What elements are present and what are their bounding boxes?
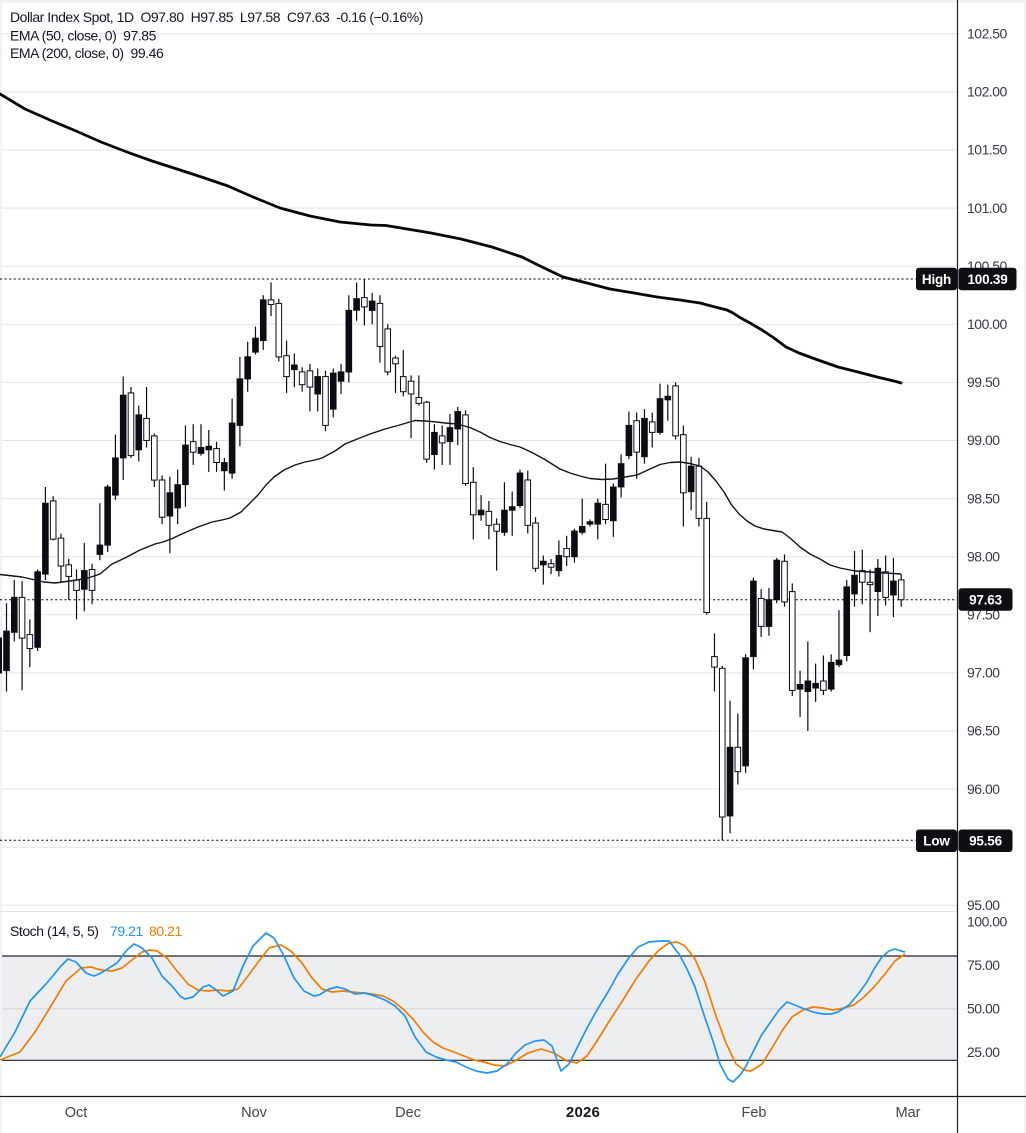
- svg-text:99.50: 99.50: [967, 374, 1000, 390]
- svg-text:96.50: 96.50: [967, 723, 1000, 739]
- svg-text:97.00: 97.00: [967, 665, 1000, 681]
- svg-text:99.00: 99.00: [967, 432, 1000, 448]
- svg-text:100.39: 100.39: [967, 272, 1007, 287]
- svg-text:Low: Low: [923, 834, 950, 849]
- svg-text:2026: 2026: [566, 1104, 600, 1121]
- svg-text:EMA (200, close, 0) 99.46: EMA (200, close, 0) 99.46: [10, 45, 164, 61]
- svg-text:102.00: 102.00: [967, 84, 1008, 100]
- svg-text:Dec: Dec: [395, 1105, 421, 1121]
- svg-text:98.50: 98.50: [967, 490, 1000, 506]
- svg-text:Oct: Oct: [65, 1105, 88, 1121]
- svg-text:25.00: 25.00: [967, 1044, 1000, 1060]
- svg-text:96.00: 96.00: [967, 781, 1000, 797]
- svg-text:Stoch (14, 5, 5): Stoch (14, 5, 5): [10, 923, 99, 939]
- svg-text:Feb: Feb: [742, 1105, 767, 1121]
- svg-text:Mar: Mar: [896, 1105, 921, 1121]
- svg-text:EMA (50, close, 0) 97.85: EMA (50, close, 0) 97.85: [10, 28, 157, 44]
- svg-text:100.00: 100.00: [967, 316, 1008, 332]
- svg-text:High: High: [922, 272, 951, 287]
- svg-text:Nov: Nov: [241, 1105, 268, 1121]
- svg-text:80.21: 80.21: [149, 923, 182, 939]
- svg-text:100.00: 100.00: [967, 913, 1008, 929]
- svg-text:75.00: 75.00: [967, 957, 1000, 973]
- svg-text:101.50: 101.50: [967, 142, 1008, 158]
- svg-text:50.00: 50.00: [967, 1000, 1000, 1016]
- svg-text:79.21: 79.21: [110, 923, 143, 939]
- svg-text:97.63: 97.63: [969, 592, 1002, 607]
- svg-text:101.00: 101.00: [967, 200, 1008, 216]
- svg-text:Dollar Index Spot, 1D O97.80: Dollar Index Spot, 1D O97.80 H97.85 L97.…: [10, 9, 423, 25]
- svg-text:102.50: 102.50: [967, 26, 1008, 42]
- svg-text:95.00: 95.00: [967, 897, 1000, 913]
- svg-text:98.00: 98.00: [967, 548, 1000, 564]
- svg-text:95.56: 95.56: [969, 834, 1002, 849]
